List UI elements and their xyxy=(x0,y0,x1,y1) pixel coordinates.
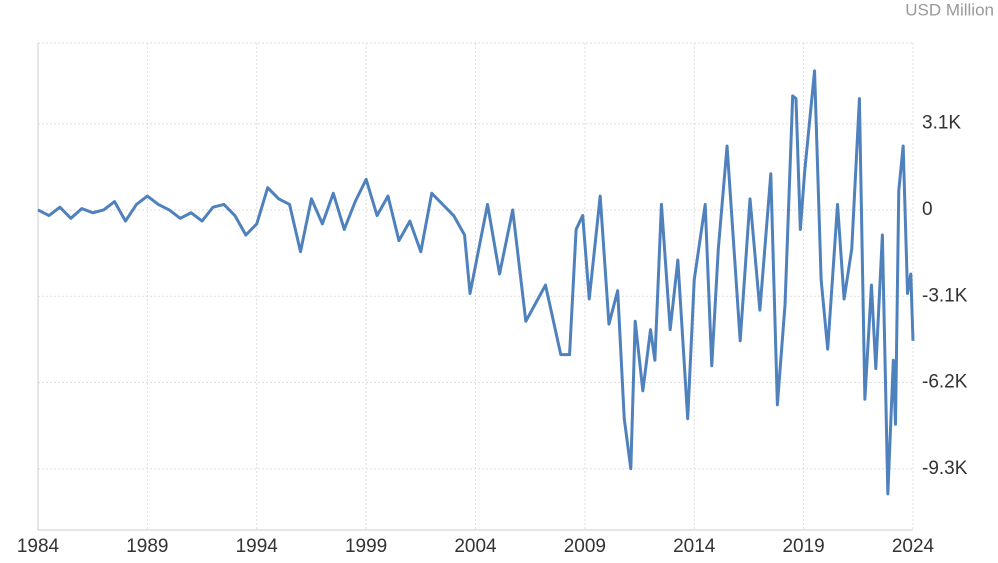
x-tick-label: 2014 xyxy=(673,536,716,557)
data-line xyxy=(37,69,915,496)
x-tick-label: 1999 xyxy=(345,536,387,557)
x-tick-label: 2024 xyxy=(892,536,935,557)
y-tick-label: 3.1K xyxy=(922,113,961,134)
x-tick-label: 1994 xyxy=(236,536,279,557)
y-tick-label: -9.3K xyxy=(922,458,968,479)
y-tick-label: -6.2K xyxy=(922,372,968,393)
x-tick-label: 2019 xyxy=(782,536,824,557)
x-tick-label: 2004 xyxy=(454,536,497,557)
x-tick-label: 2009 xyxy=(564,536,606,557)
x-tick-label: 1989 xyxy=(126,536,168,557)
x-tick-label: 1984 xyxy=(17,536,60,557)
y-tick-label: 0 xyxy=(922,199,933,220)
y-tick-label: -3.1K xyxy=(922,285,968,306)
unit-label: USD Million xyxy=(905,0,994,19)
